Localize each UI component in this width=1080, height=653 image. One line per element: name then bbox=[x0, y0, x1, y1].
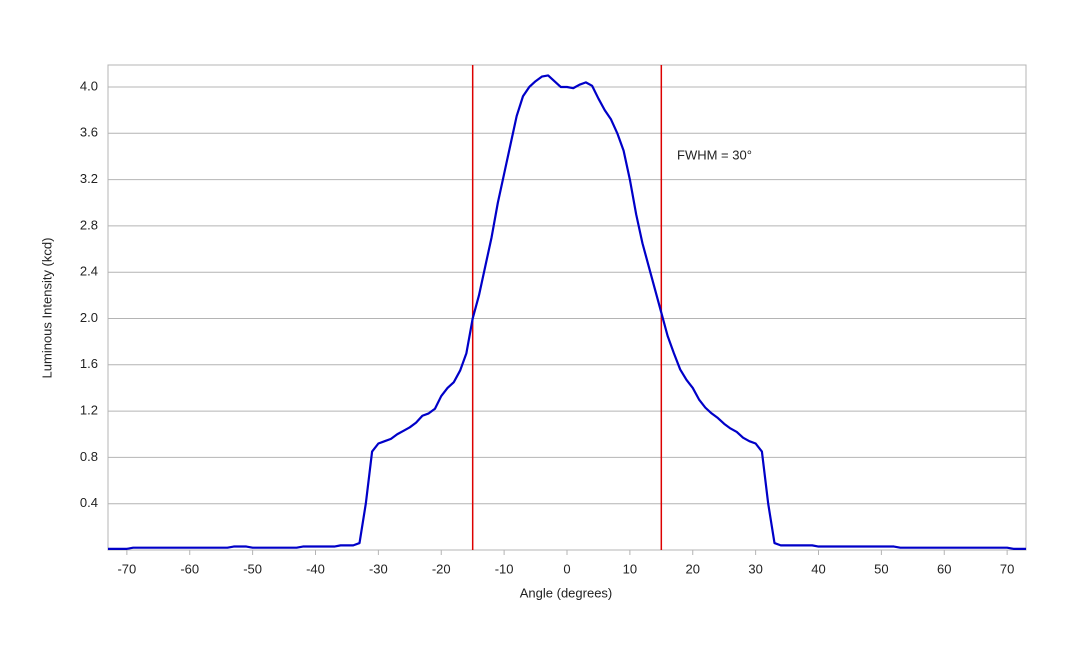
y-tick-label: 0.4 bbox=[80, 495, 98, 510]
annotation: FWHM = 30° bbox=[677, 147, 752, 162]
x-axis-label: Angle (degrees) bbox=[520, 585, 613, 600]
x-tick-label: -20 bbox=[432, 561, 451, 576]
y-tick-label: 1.2 bbox=[80, 403, 98, 418]
y-tick-label: 3.2 bbox=[80, 171, 98, 186]
x-tick-label: -40 bbox=[306, 561, 325, 576]
y-axis-label: Luminous Intensity (kcd) bbox=[39, 238, 54, 379]
x-tick-label: 40 bbox=[811, 561, 825, 576]
y-tick-label: 1.6 bbox=[80, 356, 98, 371]
x-tick-label: 10 bbox=[623, 561, 637, 576]
y-tick-label: 2.4 bbox=[80, 264, 98, 279]
y-tick-label: 2.8 bbox=[80, 217, 98, 232]
y-tick-label: 4.0 bbox=[80, 78, 98, 93]
x-tick-label: -10 bbox=[495, 561, 514, 576]
x-tick-label: 0 bbox=[563, 561, 570, 576]
x-tick-label: 30 bbox=[748, 561, 762, 576]
data-line bbox=[108, 74, 1026, 550]
plot-border bbox=[107, 64, 1027, 551]
y-tick-label: 2.0 bbox=[80, 310, 98, 325]
x-tick-label: 50 bbox=[874, 561, 888, 576]
y-tick-label: 0.8 bbox=[80, 449, 98, 464]
x-tick-label: 20 bbox=[686, 561, 700, 576]
x-tick-label: -50 bbox=[243, 561, 262, 576]
x-tick-label: 70 bbox=[1000, 561, 1014, 576]
x-tick-label: -70 bbox=[117, 561, 136, 576]
y-tick-label: 3.6 bbox=[80, 125, 98, 140]
x-tick-label: 60 bbox=[937, 561, 951, 576]
x-tick-label: -30 bbox=[369, 561, 388, 576]
x-tick-label: -60 bbox=[180, 561, 199, 576]
